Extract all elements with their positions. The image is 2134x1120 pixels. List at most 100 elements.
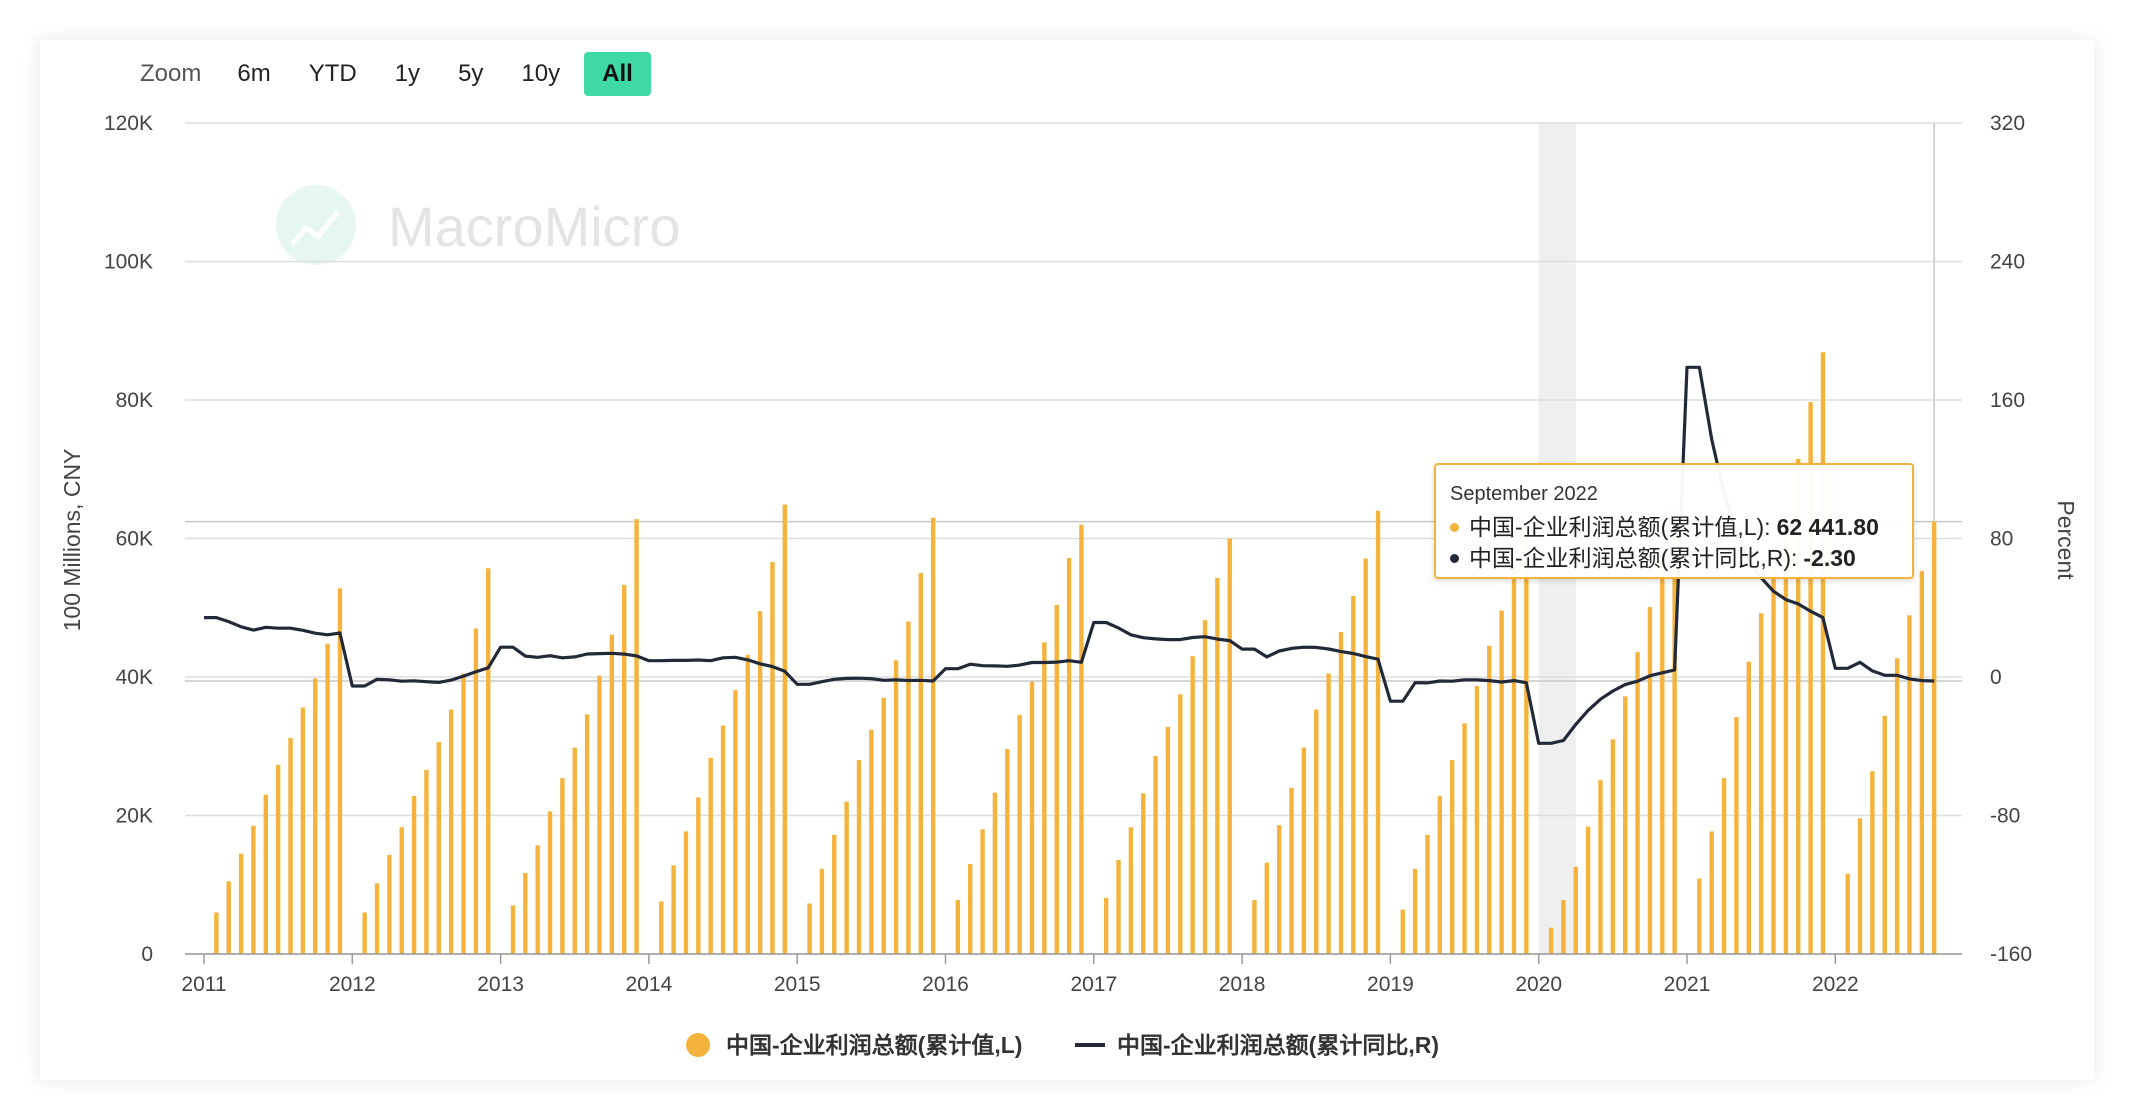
bar[interactable] (1623, 696, 1628, 954)
bar[interactable] (1400, 909, 1405, 954)
bar[interactable] (424, 769, 429, 954)
bar[interactable] (1734, 717, 1739, 954)
bar[interactable] (214, 912, 219, 954)
bar[interactable] (1141, 793, 1146, 954)
bar[interactable] (226, 881, 231, 954)
zoom-10y-button[interactable]: 10y (521, 60, 561, 87)
bar[interactable] (1660, 561, 1665, 954)
bar[interactable] (1165, 726, 1171, 954)
bar[interactable] (362, 912, 367, 954)
bar[interactable] (1314, 709, 1319, 954)
zoom-all-button[interactable]: All (584, 52, 651, 96)
bar[interactable] (1561, 899, 1566, 954)
bar[interactable] (1276, 825, 1282, 954)
bar[interactable] (1005, 749, 1010, 954)
bar[interactable] (856, 760, 862, 954)
bar[interactable] (1066, 557, 1072, 954)
bar[interactable] (980, 829, 985, 954)
bar[interactable] (300, 707, 306, 954)
bar[interactable] (1721, 778, 1727, 954)
bar[interactable] (1511, 566, 1517, 954)
bar[interactable] (1499, 610, 1504, 954)
legend-bar-label[interactable]: 中国-企业利润总额(累计值,L) (726, 1032, 1022, 1058)
bar[interactable] (782, 504, 788, 954)
bar[interactable] (819, 868, 825, 954)
bar[interactable] (1672, 507, 1677, 954)
bar[interactable] (1351, 595, 1356, 954)
bar[interactable] (411, 796, 417, 954)
zoom-6m-button[interactable]: 6m (237, 60, 271, 87)
bar[interactable] (1598, 780, 1603, 954)
bar[interactable] (807, 903, 812, 954)
bar[interactable] (1697, 878, 1702, 954)
bar[interactable] (387, 854, 392, 954)
bar[interactable] (1548, 927, 1554, 954)
bar[interactable] (572, 747, 577, 954)
bar[interactable] (523, 872, 528, 954)
bar[interactable] (486, 568, 491, 954)
bar[interactable] (1783, 514, 1789, 954)
bar[interactable] (510, 905, 516, 954)
bar[interactable] (1412, 868, 1418, 954)
bar[interactable] (436, 742, 442, 954)
bar[interactable] (1128, 827, 1134, 954)
bar[interactable] (584, 714, 590, 954)
bar[interactable] (720, 725, 726, 954)
bar[interactable] (560, 778, 565, 954)
bar[interactable] (955, 899, 961, 954)
bar[interactable] (1758, 613, 1764, 954)
bar[interactable] (1610, 739, 1616, 954)
bar[interactable] (1252, 899, 1257, 954)
line-series[interactable] (204, 365, 1935, 745)
bar[interactable] (1919, 571, 1925, 954)
bar[interactable] (374, 883, 380, 954)
bar[interactable] (659, 901, 664, 954)
bar[interactable] (893, 660, 899, 954)
bar[interactable] (1746, 661, 1751, 954)
bar[interactable] (968, 863, 973, 954)
bar[interactable] (1894, 658, 1900, 954)
bar[interactable] (1449, 760, 1455, 954)
bar[interactable] (634, 519, 639, 954)
bar[interactable] (770, 562, 775, 954)
bar[interactable] (473, 628, 479, 954)
bar[interactable] (597, 675, 602, 954)
bar[interactable] (992, 792, 998, 954)
legend-line-label[interactable]: 中国-企业利润总额(累计同比,R) (1117, 1032, 1439, 1058)
bar[interactable] (288, 737, 293, 954)
bar[interactable] (1585, 826, 1591, 954)
bar[interactable] (1870, 771, 1875, 954)
bar[interactable] (1437, 796, 1443, 954)
bar[interactable] (696, 797, 701, 954)
bar[interactable] (1264, 862, 1270, 954)
bar[interactable] (535, 845, 540, 954)
bar[interactable] (757, 611, 763, 954)
bar[interactable] (448, 709, 454, 954)
bar[interactable] (1808, 402, 1813, 954)
bar[interactable] (1029, 681, 1035, 954)
bar[interactable] (609, 634, 615, 954)
bar[interactable] (621, 584, 627, 954)
bar[interactable] (1042, 642, 1047, 954)
bar[interactable] (708, 758, 713, 954)
bar[interactable] (461, 673, 466, 954)
bar[interactable] (745, 654, 750, 954)
bar[interactable] (869, 729, 874, 954)
bar[interactable] (1647, 607, 1653, 954)
bar[interactable] (1190, 656, 1195, 954)
bar[interactable] (1857, 818, 1863, 954)
bar[interactable] (1524, 524, 1529, 954)
bar[interactable] (1462, 723, 1467, 954)
bar[interactable] (251, 825, 256, 954)
bar[interactable] (844, 801, 849, 954)
bar[interactable] (1375, 510, 1381, 954)
bar[interactable] (1931, 521, 1937, 954)
bar[interactable] (1474, 686, 1480, 954)
bar[interactable] (1079, 524, 1084, 954)
bar[interactable] (1573, 866, 1578, 954)
zoom-1y-button[interactable]: 1y (394, 60, 421, 87)
bar[interactable] (881, 697, 886, 954)
bar[interactable] (1709, 831, 1714, 954)
bar[interactable] (313, 678, 318, 954)
bar[interactable] (275, 764, 281, 954)
